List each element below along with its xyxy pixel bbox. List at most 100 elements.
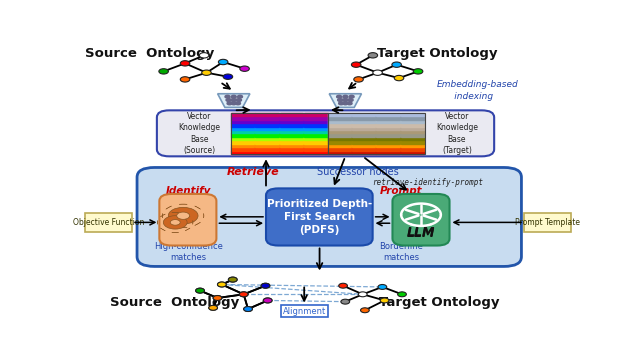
Text: Borderline
matches: Borderline matches bbox=[380, 242, 423, 262]
Bar bbox=[304, 134, 328, 137]
Circle shape bbox=[213, 295, 222, 300]
Bar bbox=[280, 147, 303, 151]
Bar bbox=[304, 123, 328, 127]
Bar bbox=[352, 123, 376, 127]
Circle shape bbox=[218, 282, 226, 287]
Circle shape bbox=[351, 62, 361, 67]
Text: Prompt Template: Prompt Template bbox=[515, 218, 580, 227]
Circle shape bbox=[394, 75, 404, 81]
Text: Target Ontology: Target Ontology bbox=[380, 296, 500, 309]
Circle shape bbox=[237, 95, 243, 98]
Circle shape bbox=[380, 298, 389, 303]
Bar bbox=[376, 137, 400, 140]
Bar bbox=[304, 130, 328, 134]
Bar bbox=[304, 147, 328, 151]
Bar bbox=[376, 127, 400, 130]
Bar bbox=[328, 147, 352, 151]
Text: Retrieve: Retrieve bbox=[227, 167, 279, 177]
Circle shape bbox=[360, 308, 369, 313]
Circle shape bbox=[378, 285, 387, 289]
Bar bbox=[376, 147, 400, 151]
Circle shape bbox=[349, 95, 354, 98]
Bar bbox=[352, 127, 376, 130]
Text: Identify: Identify bbox=[166, 186, 211, 195]
Bar bbox=[328, 127, 352, 130]
Circle shape bbox=[261, 283, 270, 288]
Bar bbox=[280, 113, 303, 116]
Bar bbox=[280, 137, 303, 140]
Bar bbox=[352, 140, 376, 144]
Bar bbox=[304, 151, 328, 154]
Bar bbox=[328, 120, 352, 123]
Bar bbox=[231, 144, 255, 147]
Circle shape bbox=[226, 98, 231, 101]
Bar bbox=[328, 123, 352, 127]
Circle shape bbox=[239, 292, 248, 297]
Bar bbox=[401, 151, 424, 154]
Circle shape bbox=[218, 282, 226, 287]
Text: retrieve-identify-prompt: retrieve-identify-prompt bbox=[372, 178, 483, 187]
Bar bbox=[401, 144, 424, 147]
Bar bbox=[401, 116, 424, 120]
Polygon shape bbox=[185, 228, 190, 231]
Circle shape bbox=[397, 292, 406, 297]
Circle shape bbox=[180, 61, 190, 66]
Bar bbox=[352, 137, 376, 140]
Bar bbox=[231, 137, 255, 140]
Bar bbox=[352, 116, 376, 120]
Circle shape bbox=[227, 102, 232, 105]
Bar bbox=[304, 120, 328, 123]
Bar bbox=[328, 130, 352, 134]
Text: Prioritized Depth-
First Search
(PDFS): Prioritized Depth- First Search (PDFS) bbox=[267, 199, 372, 235]
Bar bbox=[328, 144, 352, 147]
Circle shape bbox=[261, 283, 270, 288]
Circle shape bbox=[163, 216, 187, 229]
Bar bbox=[304, 144, 328, 147]
Bar bbox=[231, 151, 255, 154]
Circle shape bbox=[202, 70, 211, 75]
Bar bbox=[352, 120, 376, 123]
Bar bbox=[304, 140, 328, 144]
Polygon shape bbox=[329, 94, 362, 108]
Circle shape bbox=[209, 305, 218, 310]
Polygon shape bbox=[166, 206, 172, 209]
Bar bbox=[352, 134, 376, 137]
Bar bbox=[255, 147, 279, 151]
Bar bbox=[231, 116, 255, 120]
Circle shape bbox=[213, 295, 222, 300]
Bar bbox=[255, 113, 279, 116]
Circle shape bbox=[343, 102, 348, 105]
Circle shape bbox=[368, 52, 378, 58]
Circle shape bbox=[240, 66, 250, 71]
Circle shape bbox=[263, 298, 272, 303]
Text: Vector
Knowledge
Base
(Target): Vector Knowledge Base (Target) bbox=[436, 112, 478, 155]
Bar bbox=[255, 123, 279, 127]
Circle shape bbox=[170, 220, 180, 225]
Circle shape bbox=[244, 307, 252, 311]
Bar bbox=[328, 151, 352, 154]
Bar bbox=[304, 127, 328, 130]
Text: Target Ontology: Target Ontology bbox=[377, 47, 497, 60]
Circle shape bbox=[263, 298, 272, 303]
Bar bbox=[280, 140, 303, 144]
Circle shape bbox=[239, 292, 248, 297]
Circle shape bbox=[180, 77, 190, 82]
Bar bbox=[280, 127, 303, 130]
Bar bbox=[401, 140, 424, 144]
Polygon shape bbox=[166, 222, 172, 226]
Circle shape bbox=[231, 98, 236, 101]
Circle shape bbox=[177, 212, 189, 219]
Bar bbox=[376, 116, 400, 120]
Circle shape bbox=[373, 70, 382, 75]
Text: LLM: LLM bbox=[407, 226, 435, 239]
Circle shape bbox=[244, 307, 252, 311]
Bar bbox=[328, 137, 352, 140]
Bar bbox=[328, 113, 352, 116]
Bar bbox=[85, 214, 132, 232]
Bar bbox=[328, 140, 352, 144]
Circle shape bbox=[348, 98, 353, 101]
Bar bbox=[280, 134, 303, 137]
Circle shape bbox=[413, 69, 423, 74]
Text: LLM: LLM bbox=[407, 227, 435, 240]
Polygon shape bbox=[195, 206, 200, 209]
